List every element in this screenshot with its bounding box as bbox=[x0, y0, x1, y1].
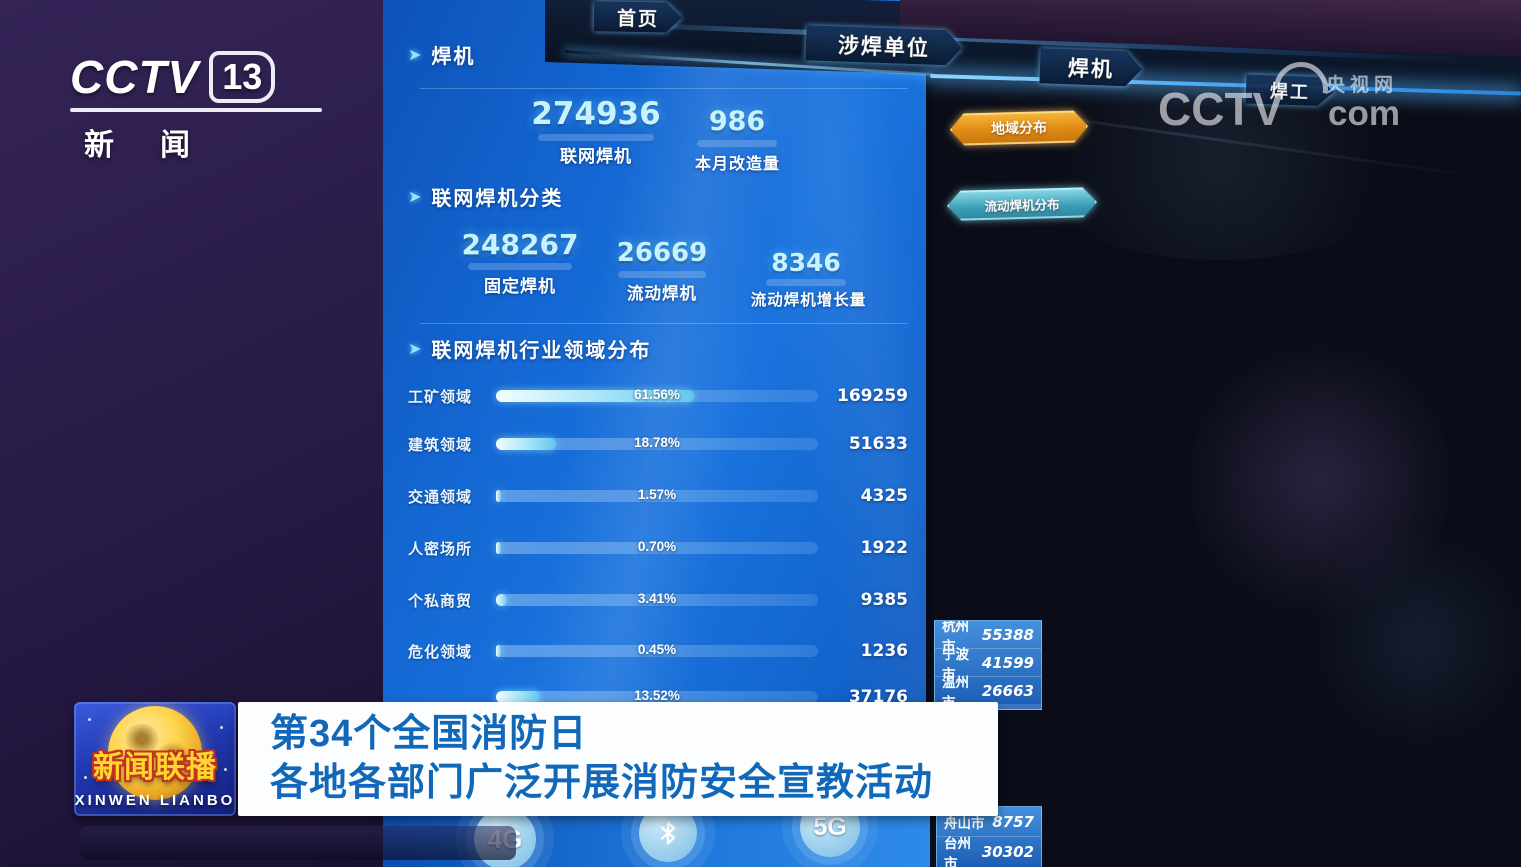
channel-number-badge: 13 bbox=[209, 51, 276, 103]
globe-icon bbox=[108, 706, 202, 800]
tab-welding-machines[interactable]: 焊机 bbox=[1039, 48, 1142, 87]
city-stats-list: 舟山市 8757 台州市 30302 bbox=[936, 806, 1042, 867]
city-stats-list: 杭州市 55388 宁波市 41599 温州市 26663 bbox=[934, 620, 1042, 710]
bar-fill bbox=[496, 691, 540, 703]
divider bbox=[420, 88, 908, 89]
stat-underline bbox=[538, 134, 654, 141]
map-texture bbox=[1010, 60, 1430, 260]
stat-label: 固定焊机 bbox=[484, 277, 556, 296]
stat-label: 流动焊机 bbox=[627, 285, 697, 303]
bar-row-transport: 交通领域 1.57% 4325 bbox=[408, 486, 908, 506]
bar-row-mining: 工矿领域 61.56% 169259 bbox=[408, 386, 908, 406]
section-title-category: ➤ 联网焊机分类 bbox=[408, 188, 564, 210]
bar-fill bbox=[496, 542, 501, 554]
program-title: 新闻联播 bbox=[93, 751, 217, 784]
bar-fill bbox=[496, 390, 695, 402]
stat-label: 联网焊机 bbox=[560, 147, 632, 166]
screen-divider bbox=[926, 0, 931, 867]
stat-mobile-welders: 26669 bbox=[616, 238, 708, 268]
stat-online-welders: 274936 bbox=[531, 96, 661, 132]
city-row: 宁波市 41599 bbox=[935, 647, 1041, 682]
city-row: 杭州市 55388 bbox=[942, 620, 1034, 654]
stat-fixed-welders: 248267 bbox=[461, 228, 579, 261]
program-logo: 新闻联播 XINWEN LIANBO bbox=[74, 702, 236, 816]
stat-mobile-growth: 8346 bbox=[771, 248, 841, 277]
city-row: 台州市 30302 bbox=[937, 836, 1041, 867]
bar-row-private-commerce: 个私商贸 3.41% 9385 bbox=[408, 590, 908, 610]
chevron-right-icon: ➤ bbox=[408, 46, 424, 64]
chevron-right-icon: ➤ bbox=[408, 340, 424, 358]
divider bbox=[420, 323, 908, 324]
lower-third-shadow-bar bbox=[80, 826, 516, 860]
stat-underline bbox=[468, 263, 572, 270]
section-title-industry: ➤ 联网焊机行业领域分布 bbox=[408, 340, 652, 362]
headline-line2: 各地各部门广泛开展消防安全宣教活动 bbox=[270, 762, 934, 804]
stat-label: 本月改造量 bbox=[694, 156, 780, 173]
section-title-welder: ➤ 焊机 bbox=[408, 46, 476, 68]
bar-fill bbox=[496, 594, 507, 606]
stat-underline bbox=[618, 271, 706, 278]
logo-underline bbox=[70, 108, 322, 112]
map-texture bbox=[1190, 330, 1450, 630]
bar-row-construction: 建筑领域 18.78% 51633 bbox=[408, 434, 908, 454]
bar-fill bbox=[496, 438, 557, 450]
stat-label: 流动焊机增长量 bbox=[750, 292, 867, 309]
stat-underline bbox=[766, 279, 846, 286]
channel-logo: CCTV 13 新闻 bbox=[70, 50, 340, 164]
city-row: 温州市 26663 bbox=[935, 675, 1041, 709]
bar-fill bbox=[496, 645, 501, 657]
stat-month-retrofit: 986 bbox=[708, 106, 766, 137]
map-texture bbox=[1310, 520, 1521, 760]
tab-welders[interactable]: 焊工 bbox=[1246, 74, 1335, 106]
city-row: 舟山市 8757 bbox=[944, 812, 1034, 831]
headline-banner: 第34个全国消防日 各地各部门广泛开展消防安全宣教活动 bbox=[238, 702, 998, 816]
mobile-welder-distribution-button[interactable]: 流动焊机分布 bbox=[947, 187, 1098, 221]
bar-row-hazchem: 危化领域 0.45% 1236 bbox=[408, 641, 908, 661]
region-distribution-button[interactable]: 地域分布 bbox=[950, 110, 1089, 146]
tab-home[interactable]: 首页 bbox=[594, 1, 683, 33]
program-subtitle: XINWEN LIANBO bbox=[74, 792, 236, 809]
stat-underline bbox=[697, 140, 777, 147]
headline-line1: 第34个全国消防日 bbox=[270, 713, 588, 755]
bar-row-crowded-places: 人密场所 0.70% 1922 bbox=[408, 538, 908, 558]
tab-welding-units[interactable]: 涉焊单位 bbox=[805, 25, 962, 65]
bar-fill bbox=[496, 490, 502, 502]
dashboard-map-area bbox=[930, 0, 1521, 867]
chevron-right-icon: ➤ bbox=[408, 188, 424, 206]
